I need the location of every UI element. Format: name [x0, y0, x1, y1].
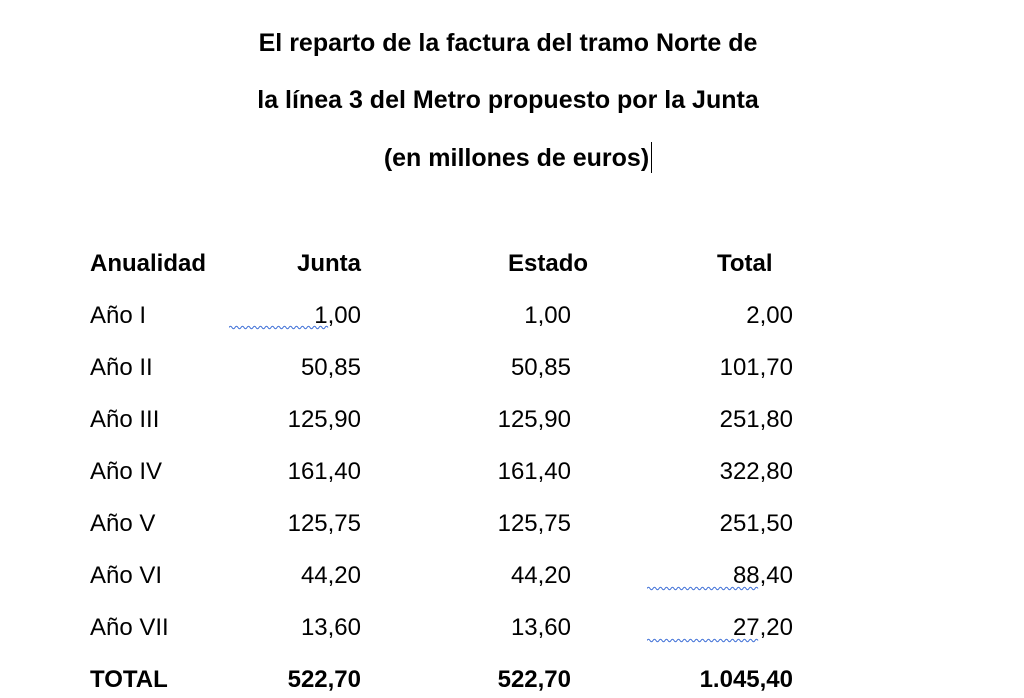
- cell-junta: 161,40: [287, 458, 361, 485]
- title-line-1: El reparto de la factura del tramo Norte…: [258, 29, 758, 57]
- header-total: Total: [717, 250, 773, 277]
- cell-estado: 44,20: [510, 562, 571, 589]
- row-label: Año I: [90, 302, 147, 329]
- row-label: Año II: [90, 354, 153, 381]
- cell-total: 322,80: [719, 458, 793, 485]
- cell-junta: 44,20: [300, 562, 361, 589]
- cell-total: 101,70: [719, 354, 793, 381]
- cell-estado: 1,00: [524, 302, 571, 329]
- cell-junta: 125,75: [287, 510, 361, 537]
- row-label: Año VI: [90, 562, 163, 589]
- header-junta: Junta: [296, 250, 361, 277]
- row-label: Año V: [90, 510, 156, 537]
- total-label: TOTAL: [90, 666, 168, 693]
- cell-estado: 50,85: [510, 354, 571, 381]
- cell-estado: 125,90: [497, 406, 571, 433]
- header-anualidad: Anualidad: [90, 250, 207, 277]
- title-line-2: la línea 3 del Metro propuesto por la Ju…: [257, 86, 759, 114]
- spellcheck-underline[interactable]: [229, 325, 329, 330]
- spellcheck-underline[interactable]: [647, 586, 759, 591]
- cell-total: 2,00: [746, 302, 793, 329]
- cell-total: 88,40: [732, 562, 793, 589]
- title-line-3: (en millones de euros): [0, 142, 1018, 173]
- title-line-3-text: (en millones de euros): [383, 144, 650, 172]
- cell-junta: 50,85: [300, 354, 361, 381]
- cell-estado: 161,40: [497, 458, 571, 485]
- text-cursor: [651, 142, 653, 173]
- row-label: Año VII: [90, 614, 169, 641]
- row-label: Año IV: [90, 458, 163, 485]
- cell-junta: 13,60: [300, 614, 361, 641]
- cell-estado: 13,60: [510, 614, 571, 641]
- cell-estado: 125,75: [497, 510, 571, 537]
- total-estado: 522,70: [497, 666, 571, 693]
- cell-junta: 125,90: [287, 406, 361, 433]
- total-junta: 522,70: [287, 666, 361, 693]
- spellcheck-underline[interactable]: [647, 638, 759, 643]
- cell-total: 27,20: [732, 614, 793, 641]
- cell-total: 251,80: [719, 406, 793, 433]
- cell-total: 251,50: [719, 510, 793, 537]
- row-label: Año III: [90, 406, 160, 433]
- total-total: 1.045,40: [699, 666, 793, 693]
- cell-junta: 1,00: [314, 302, 361, 329]
- header-estado: Estado: [508, 250, 589, 277]
